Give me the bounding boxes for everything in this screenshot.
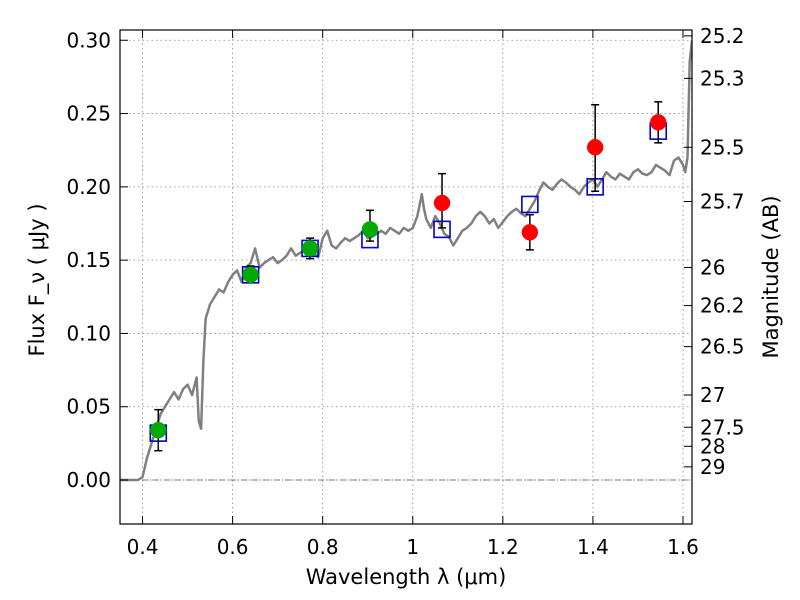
magnitude-tick-label: 25.7 bbox=[700, 190, 745, 214]
y-axis-title: Flux F_ν ( μJy ) bbox=[25, 203, 50, 356]
plot-frame bbox=[119, 29, 693, 525]
x-tick-label: 1.4 bbox=[577, 535, 609, 559]
y-tick-label: 0.30 bbox=[66, 28, 111, 52]
x-tick-label: 1.2 bbox=[487, 535, 519, 559]
y-axis-left: 0.00 0.05 0.10 0.15 0.20 0.25 0.30 bbox=[66, 28, 128, 492]
plot-area bbox=[120, 40, 692, 482]
data-point-green bbox=[242, 266, 259, 284]
data-point-green bbox=[150, 421, 167, 439]
y-tick-label: 0.15 bbox=[66, 248, 111, 272]
x-tick-label: 0.4 bbox=[127, 535, 159, 559]
y-tick-label: 0.05 bbox=[66, 395, 111, 419]
x-tick-label: 0.6 bbox=[217, 535, 249, 559]
y-tick-label: 0.20 bbox=[66, 175, 111, 199]
grid bbox=[120, 30, 692, 524]
y-tick-label: 0.00 bbox=[66, 468, 111, 492]
magnitude-tick-label: 27 bbox=[700, 383, 725, 407]
series-group bbox=[120, 40, 692, 482]
model-photometry-square bbox=[521, 195, 539, 214]
magnitude-tick-label: 25.5 bbox=[700, 135, 745, 159]
x-tick-label: 1.6 bbox=[667, 535, 699, 559]
magnitude-tick-label: 25.3 bbox=[700, 66, 745, 90]
data-point-green bbox=[301, 240, 319, 257]
data-point-red bbox=[433, 194, 451, 212]
magnitude-tick-label: 29 bbox=[700, 455, 725, 479]
y-axis-right-title: Magnitude (AB) bbox=[759, 195, 783, 358]
data-point-red bbox=[649, 114, 667, 131]
x-axis: 0.4 0.6 0.8 1 1.2 1.4 1.6 bbox=[127, 30, 699, 559]
magnitude-tick-label: 25.2 bbox=[700, 24, 745, 48]
magnitude-tick-label: 26 bbox=[700, 255, 725, 279]
y-tick-label: 0.25 bbox=[66, 102, 111, 126]
y-tick-label: 0.10 bbox=[66, 321, 111, 345]
x-tick-label: 0.8 bbox=[307, 535, 339, 559]
data-point-green bbox=[361, 221, 379, 238]
data-point-red bbox=[586, 139, 604, 156]
magnitude-tick-label: 27.5 bbox=[700, 415, 745, 439]
magnitude-tick-label: 28 bbox=[700, 434, 725, 458]
magnitude-tick-label: 26.2 bbox=[700, 294, 745, 318]
data-point-red bbox=[521, 224, 539, 241]
magnitude-tick-label: 26.5 bbox=[700, 335, 745, 359]
x-axis-title: Wavelength λ (μm) bbox=[306, 565, 507, 589]
x-tick-label: 1 bbox=[406, 535, 419, 559]
